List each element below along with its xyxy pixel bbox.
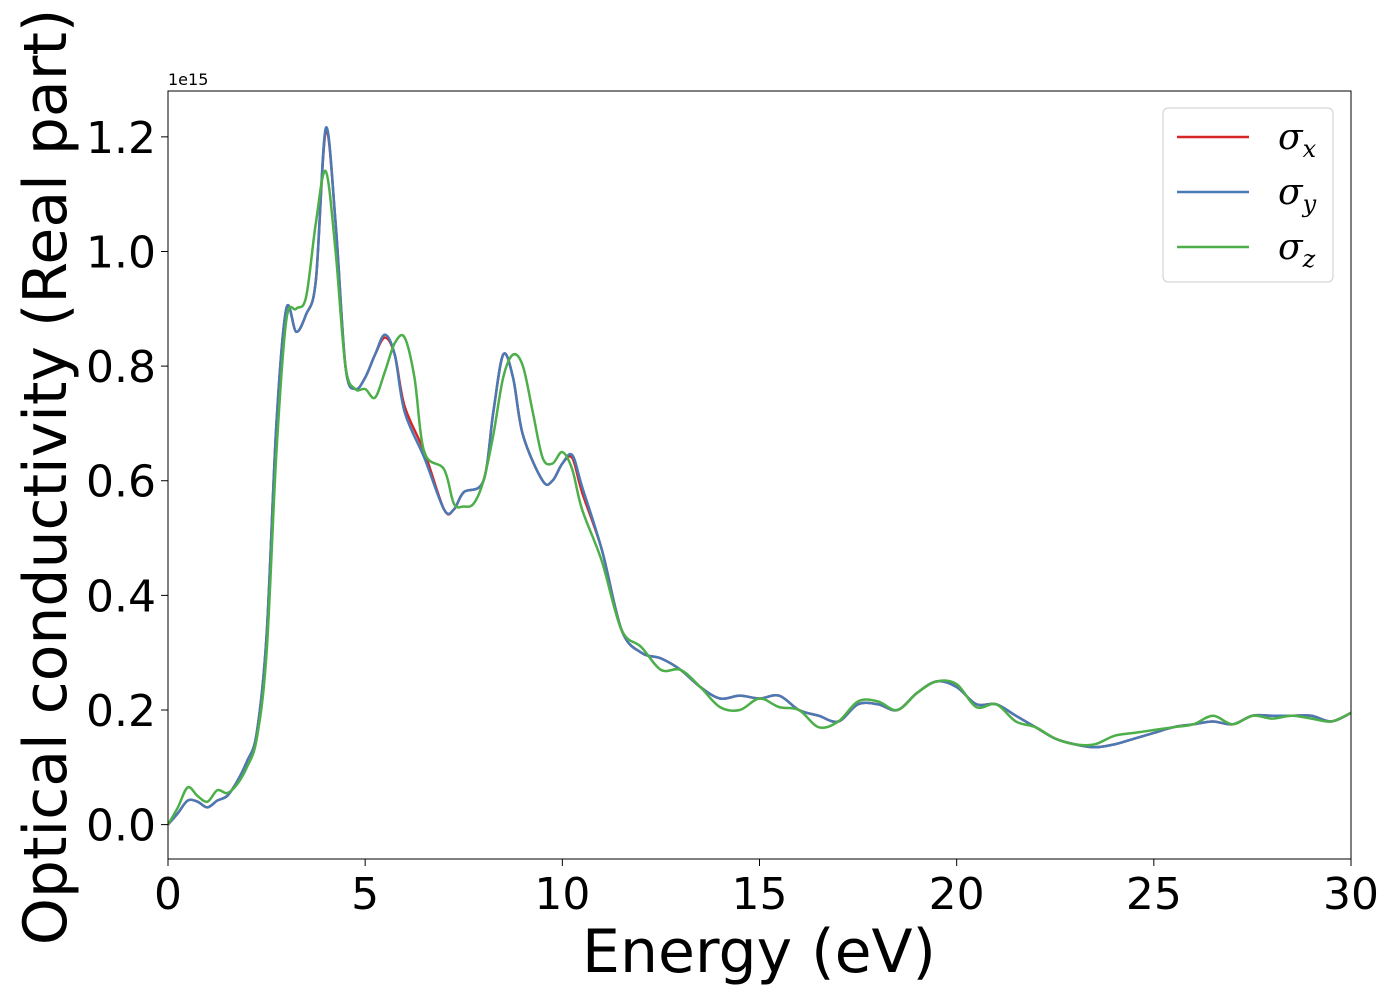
x-tick-label: 20 (929, 869, 985, 920)
y-tick-label: 0.8 (86, 342, 156, 393)
series-layer (168, 126, 1351, 826)
x-tick-label: 0 (154, 869, 182, 920)
y-tick-label: 0.4 (86, 571, 156, 622)
y-tick-label: 0.0 (86, 801, 156, 852)
x-tick-label: 10 (534, 869, 590, 920)
x-axis-label: Energy (eV) (582, 917, 936, 987)
x-tick-label: 25 (1126, 869, 1182, 920)
y-axis-ticks: 0.0 0.2 0.4 0.6 0.8 1.0 1.2 (86, 113, 168, 852)
series-line-z (168, 169, 1351, 826)
legend: σx σy σz (1162, 107, 1334, 283)
y-axis-label: Optical conductivity (Real part) (11, 9, 81, 946)
x-tick-label: 15 (732, 869, 788, 920)
legend-label-y: σy (1278, 172, 1317, 218)
y-tick-label: 0.2 (86, 686, 156, 737)
y-tick-label: 0.6 (86, 457, 156, 508)
y-tick-label: 1.0 (86, 227, 156, 278)
x-axis-ticks: 0 5 10 15 20 25 30 (154, 859, 1379, 920)
legend-label-z: σz (1278, 227, 1316, 273)
series-line-y (168, 126, 1351, 826)
y-tick-label: 1.2 (86, 113, 156, 164)
x-tick-label: 5 (351, 869, 379, 920)
y-offset-label: 1e15 (168, 70, 208, 89)
legend-box (1162, 107, 1334, 283)
legend-label-x: σx (1278, 117, 1317, 163)
x-tick-label: 30 (1323, 869, 1379, 920)
